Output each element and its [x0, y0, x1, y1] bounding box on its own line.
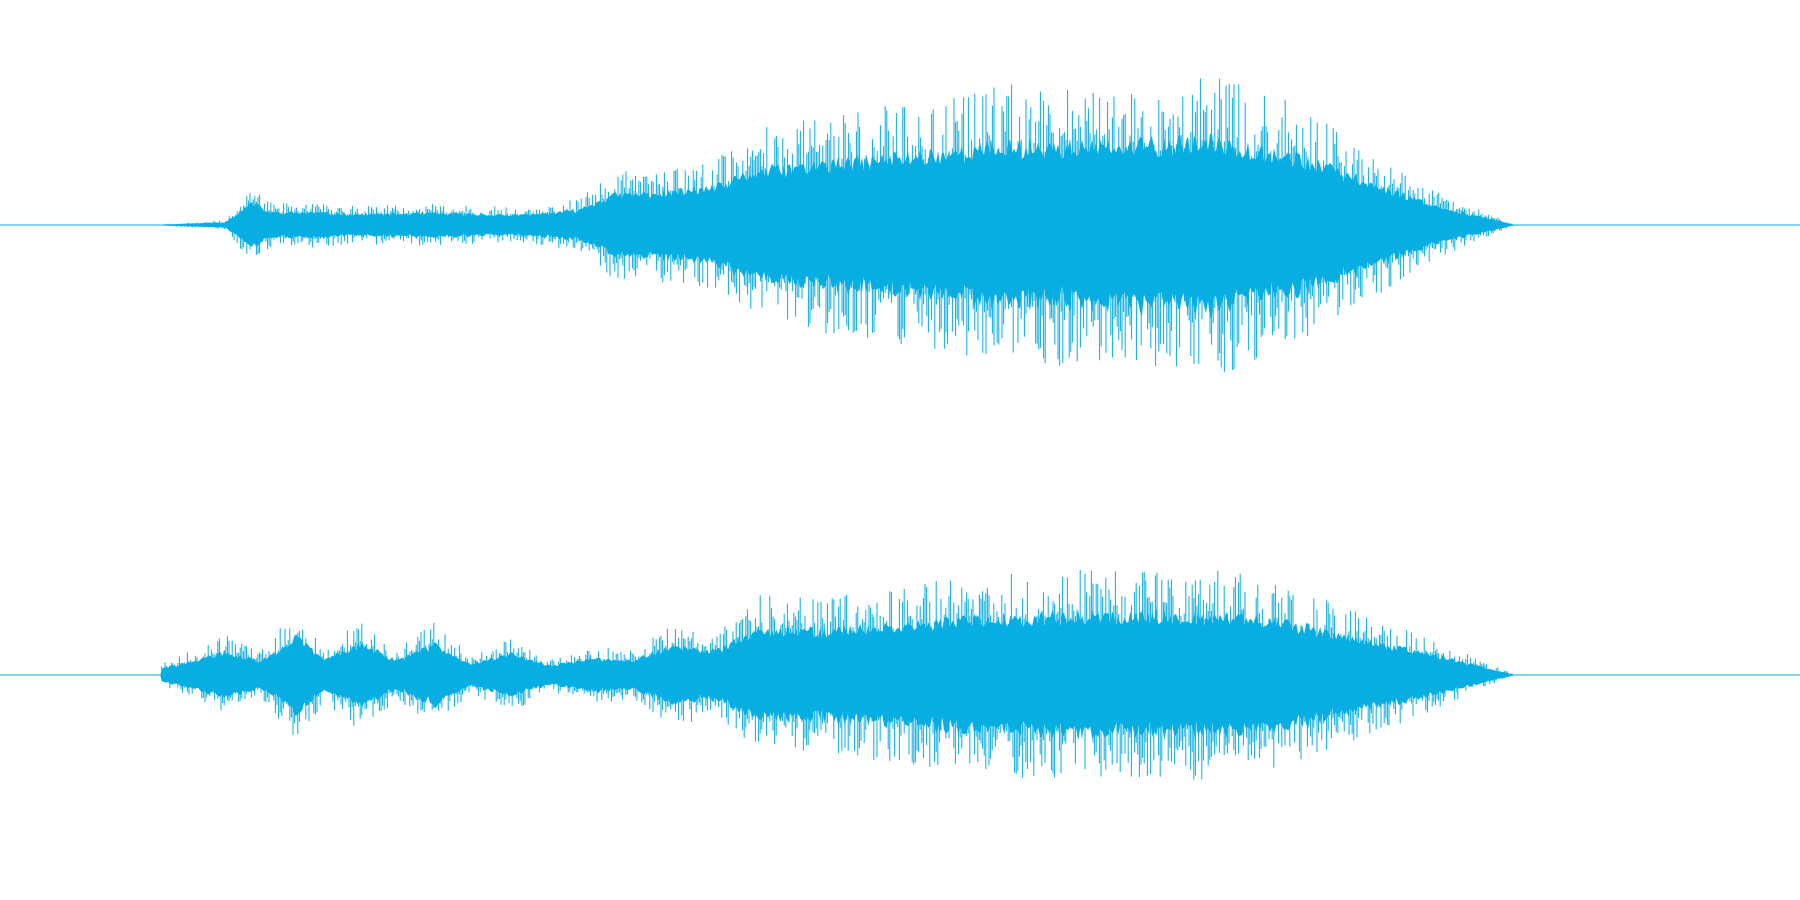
- channel-2-waveform: [0, 570, 1800, 780]
- channel-2-waveform-peaks: [161, 570, 1515, 780]
- channel-1-waveform-peaks: [163, 78, 1515, 372]
- channel-1-waveform: [0, 78, 1800, 372]
